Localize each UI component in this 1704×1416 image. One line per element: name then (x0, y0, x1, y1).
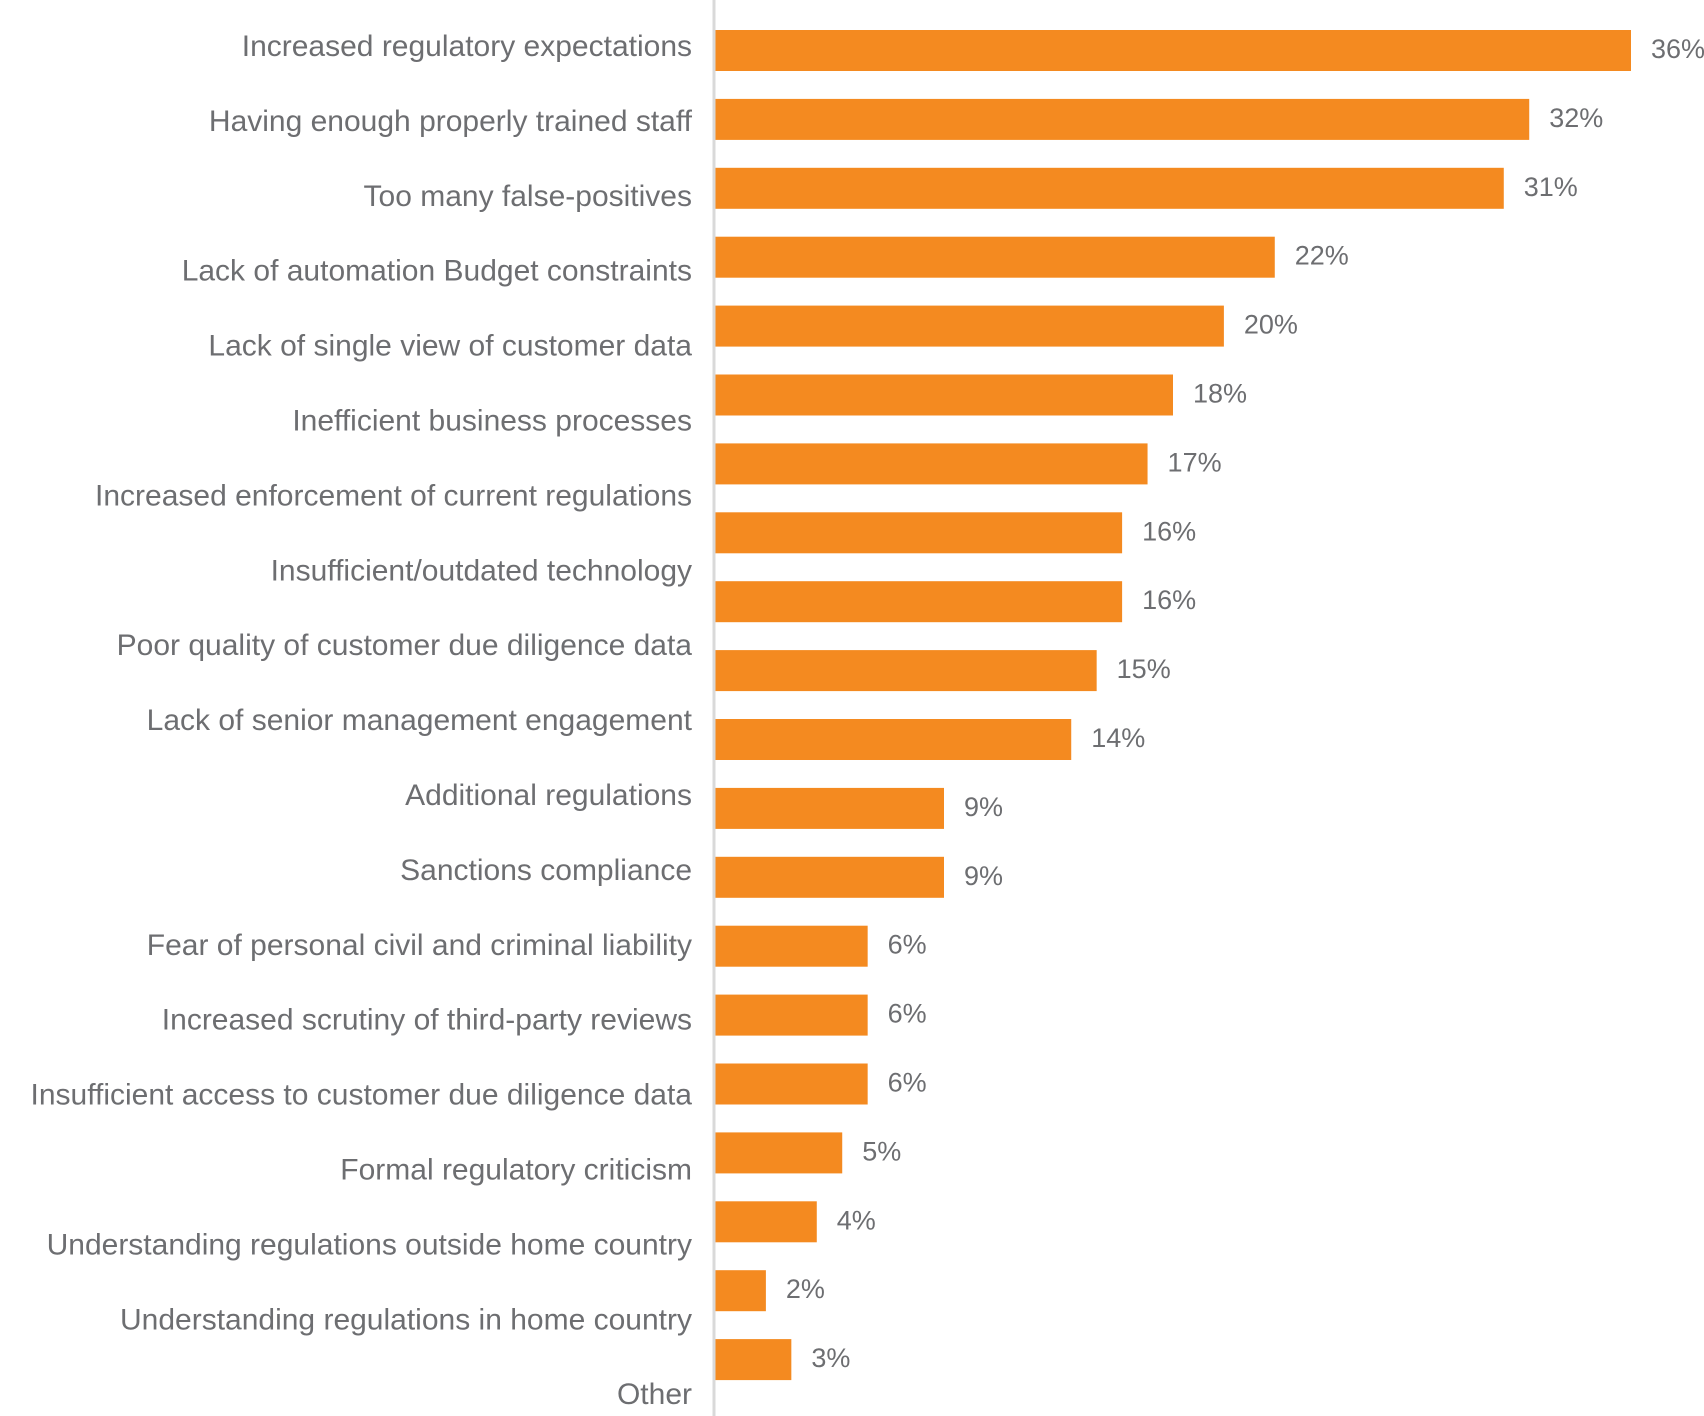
value-label: 15% (1117, 654, 1171, 684)
bar (715, 1201, 817, 1243)
bar (715, 443, 1148, 485)
value-label: 9% (964, 861, 1003, 891)
value-label: 32% (1549, 103, 1603, 133)
value-label: 22% (1295, 241, 1349, 271)
value-label: 6% (888, 1068, 927, 1098)
bar (715, 98, 1530, 140)
bar (715, 30, 1631, 71)
category-label: Too many false-positives (364, 180, 692, 213)
category-label: Additional regulations (405, 779, 692, 812)
category-label: Formal regulatory criticism (340, 1154, 692, 1187)
bar (715, 236, 1275, 278)
bars (715, 30, 1631, 1381)
value-label: 2% (786, 1274, 825, 1304)
bar (715, 581, 1123, 623)
bar (715, 719, 1072, 760)
value-label: 18% (1193, 379, 1247, 409)
value-label: 31% (1524, 172, 1578, 202)
category-label: Insufficient access to customer due dili… (31, 1079, 693, 1112)
value-label: 20% (1244, 310, 1298, 340)
value-label: 17% (1168, 447, 1222, 477)
category-label: Lack of senior management engagement (147, 704, 693, 737)
value-label: 16% (1142, 585, 1196, 615)
category-label: Understanding regulations in home countr… (120, 1303, 692, 1336)
category-label: Increased regulatory expectations (242, 30, 692, 63)
value-label: 14% (1091, 723, 1145, 753)
category-label: Having enough properly trained staff (209, 105, 693, 138)
bar (715, 1132, 843, 1174)
bar (715, 925, 868, 967)
value-label: 6% (888, 999, 927, 1029)
category-label: Poor quality of customer due diligence d… (117, 629, 693, 662)
category-labels: Increased regulatory expectations Having … (31, 30, 693, 1411)
category-label: Lack of automation Budget constraints (182, 255, 692, 288)
category-label: Increased scrutiny of third-party review… (162, 1004, 692, 1037)
category-label: Insufficient/outdated technology (271, 554, 692, 587)
category-label: Inefficient business processes (292, 405, 692, 438)
category-label: Understanding regulations outside home c… (47, 1228, 692, 1261)
bar (715, 1063, 868, 1105)
value-label: 16% (1142, 516, 1196, 546)
category-label: Lack of single view of customer data (208, 330, 692, 363)
category-label: Increased enforcement of current regulat… (95, 479, 692, 512)
value-label: 6% (888, 930, 927, 960)
category-label: Other (617, 1378, 692, 1411)
value-labels: 36% 32% 31% 22% 20% 18% 17% 16% 16% 15% 14% 9% 9% 6% 6… (786, 34, 1704, 1373)
bar (715, 1339, 792, 1381)
bar (715, 856, 944, 898)
bar (715, 650, 1097, 692)
category-label: Fear of personal civil and criminal liab… (147, 929, 692, 962)
bar (715, 512, 1123, 554)
bar (715, 305, 1224, 347)
value-label: 36% (1651, 34, 1704, 64)
category-label: Sanctions compliance (400, 854, 692, 887)
value-label: 4% (837, 1205, 876, 1235)
value-label: 9% (964, 792, 1003, 822)
bar (715, 787, 944, 829)
bar (715, 167, 1504, 209)
value-label: 3% (811, 1343, 850, 1373)
value-label: 5% (862, 1136, 901, 1166)
bar (715, 1270, 766, 1312)
bar (715, 994, 868, 1036)
bar (715, 374, 1173, 416)
